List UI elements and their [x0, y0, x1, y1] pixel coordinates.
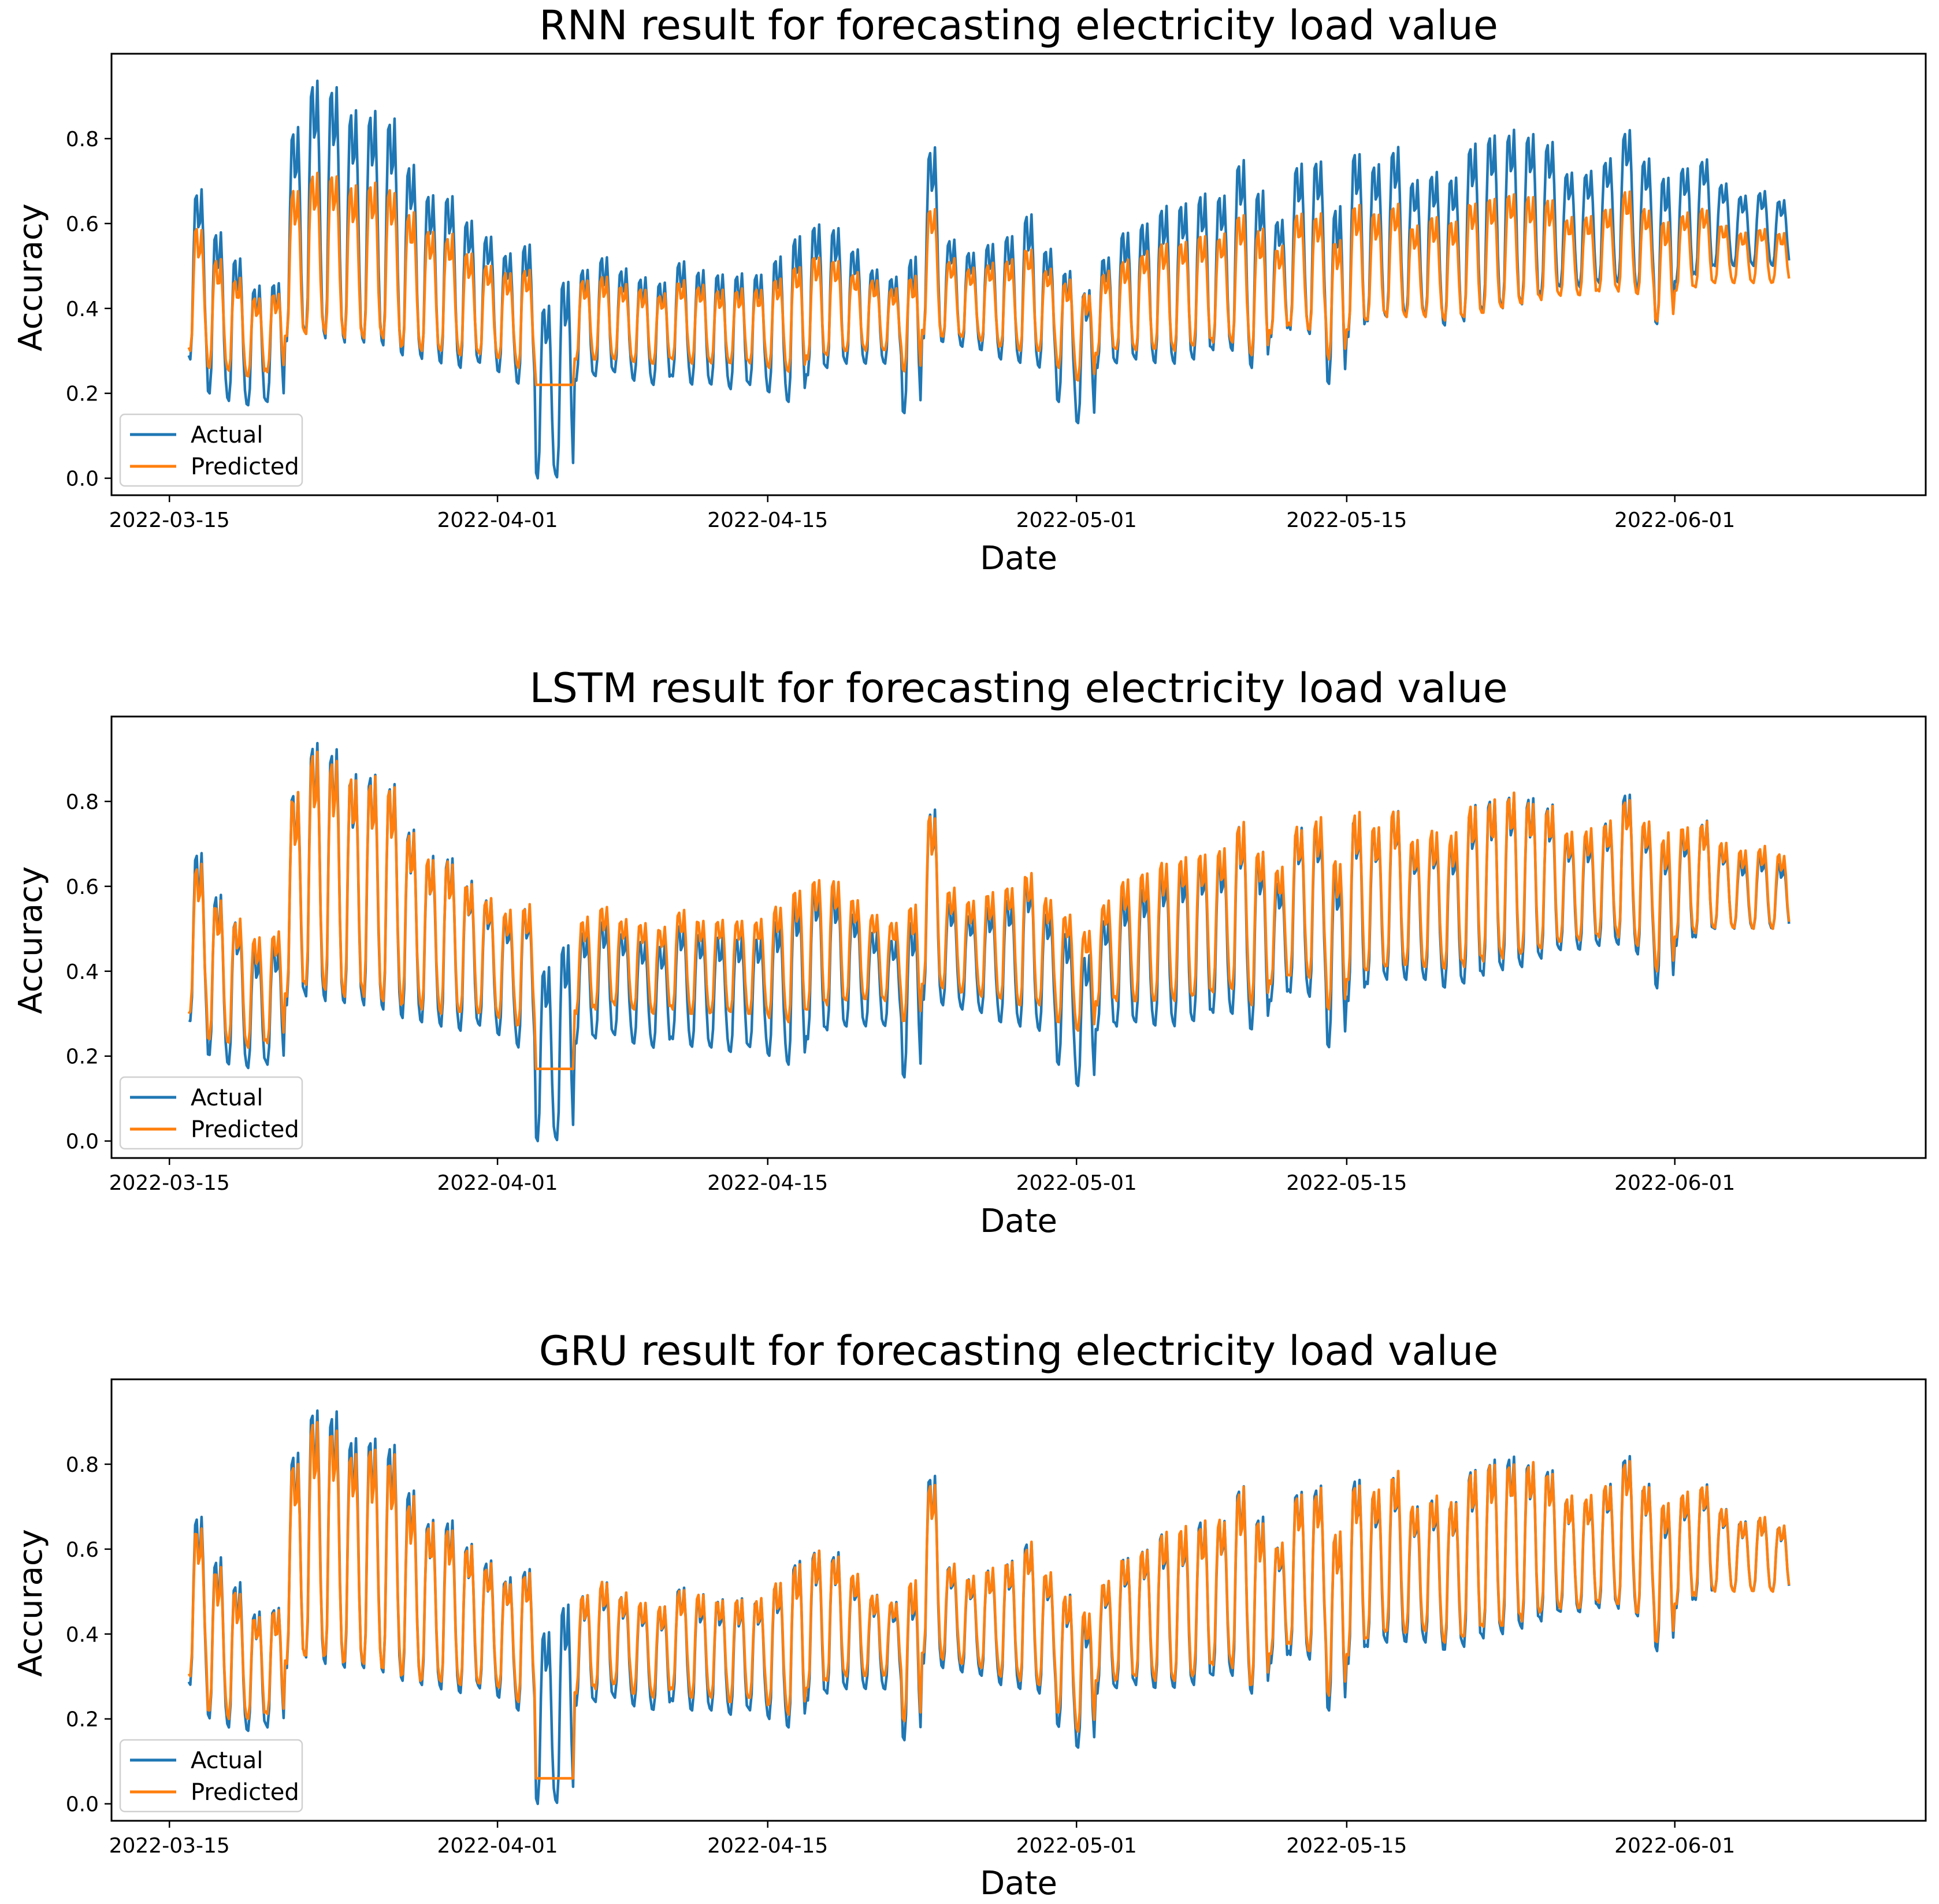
x-axis-label: Date	[980, 1865, 1057, 1902]
x-axis-label: Date	[980, 540, 1057, 577]
y-tick-label: 0.6	[66, 213, 99, 236]
x-tick-label: 2022-05-15	[1286, 509, 1407, 532]
y-tick-label: 0.8	[66, 1453, 99, 1477]
y-tick-label: 0.6	[66, 1538, 99, 1562]
x-tick-label: 2022-03-15	[109, 1834, 230, 1858]
legend-box	[119, 413, 303, 487]
x-tick-label: 2022-06-01	[1614, 1171, 1735, 1195]
chart-panel-lstm: LSTM result for forecasting electricity …	[12, 665, 1927, 1240]
x-tick-label: 2022-04-01	[437, 1834, 558, 1858]
x-tick-label: 2022-04-15	[707, 509, 828, 532]
legend: Actual Predicted	[119, 1739, 303, 1813]
y-tick-label: 0.0	[66, 1130, 99, 1154]
y-tick-label: 0.4	[66, 298, 99, 321]
legend: Actual Predicted	[119, 413, 303, 487]
plot-area	[187, 1409, 1791, 1805]
legend-label-predicted: Predicted	[191, 454, 299, 480]
legend-box	[119, 1739, 303, 1813]
x-tick-label: 2022-05-01	[1016, 509, 1137, 532]
plot-frame	[110, 1378, 1927, 1822]
legend-label-predicted: Predicted	[191, 1779, 299, 1806]
y-tick-label: 0.0	[66, 467, 99, 491]
y-tick-label: 0.8	[66, 128, 99, 151]
y-tick-label: 0.2	[66, 383, 99, 406]
chart-title: LSTM result for forecasting electricity …	[529, 665, 1507, 712]
x-tick-label: 2022-04-15	[707, 1171, 828, 1195]
plot-frame	[110, 53, 1927, 496]
y-tick-label: 0.8	[66, 790, 99, 814]
legend: Actual Predicted	[119, 1076, 303, 1150]
x-tick-label: 2022-05-15	[1286, 1834, 1407, 1858]
chart-panel-rnn: RNN result for forecasting electricity l…	[12, 2, 1927, 577]
x-tick-label: 2022-05-01	[1016, 1834, 1137, 1858]
x-tick-label: 2022-04-01	[437, 509, 558, 532]
x-tick-label: 2022-06-01	[1614, 509, 1735, 532]
x-axis: 2022-03-15 2022-04-01 2022-04-15 2022-05-01…	[109, 1158, 1735, 1195]
y-tick-label: 0.4	[66, 960, 99, 984]
chart-title: GRU result for forecasting electricity l…	[539, 1327, 1499, 1375]
x-axis: 2022-03-15 2022-04-01 2022-04-15 2022-05-01…	[109, 495, 1735, 532]
plot-area	[187, 79, 1791, 480]
x-tick-label: 2022-03-15	[109, 509, 230, 532]
y-tick-label: 0.2	[66, 1045, 99, 1069]
legend-label-actual: Actual	[191, 1747, 263, 1774]
y-tick-label: 0.0	[66, 1793, 99, 1817]
x-tick-label: 2022-04-01	[437, 1171, 558, 1195]
plot-area	[187, 741, 1791, 1142]
y-tick-label: 0.4	[66, 1623, 99, 1647]
y-axis: 0.0 0.2 0.4 0.6 0.8	[66, 790, 112, 1154]
x-tick-label: 2022-06-01	[1614, 1834, 1735, 1858]
x-tick-label: 2022-05-01	[1016, 1171, 1137, 1195]
x-tick-label: 2022-03-15	[109, 1171, 230, 1195]
series-line-predicted	[187, 172, 1791, 387]
series-line-predicted	[187, 1421, 1791, 1780]
y-axis: 0.0 0.2 0.4 0.6 0.8	[66, 1453, 112, 1817]
series-line-predicted	[187, 751, 1791, 1070]
legend-label-actual: Actual	[191, 1085, 263, 1111]
legend-box	[119, 1076, 303, 1150]
y-axis: 0.0 0.2 0.4 0.6 0.8	[66, 128, 112, 491]
legend-label-predicted: Predicted	[191, 1116, 299, 1143]
chart-panel-gru: GRU result for forecasting electricity l…	[12, 1327, 1927, 1902]
x-axis-label: Date	[980, 1202, 1057, 1240]
y-axis-label: Accuracy	[12, 866, 50, 1014]
x-tick-label: 2022-04-15	[707, 1834, 828, 1858]
y-axis-label: Accuracy	[12, 203, 50, 351]
chart-title: RNN result for forecasting electricity l…	[539, 2, 1498, 49]
y-axis-label: Accuracy	[12, 1529, 50, 1677]
y-tick-label: 0.2	[66, 1708, 99, 1732]
legend-label-actual: Actual	[191, 422, 263, 448]
plot-frame	[110, 715, 1927, 1159]
x-tick-label: 2022-05-15	[1286, 1171, 1407, 1195]
y-tick-label: 0.6	[66, 875, 99, 899]
x-axis: 2022-03-15 2022-04-01 2022-04-15 2022-05-01…	[109, 1821, 1735, 1858]
